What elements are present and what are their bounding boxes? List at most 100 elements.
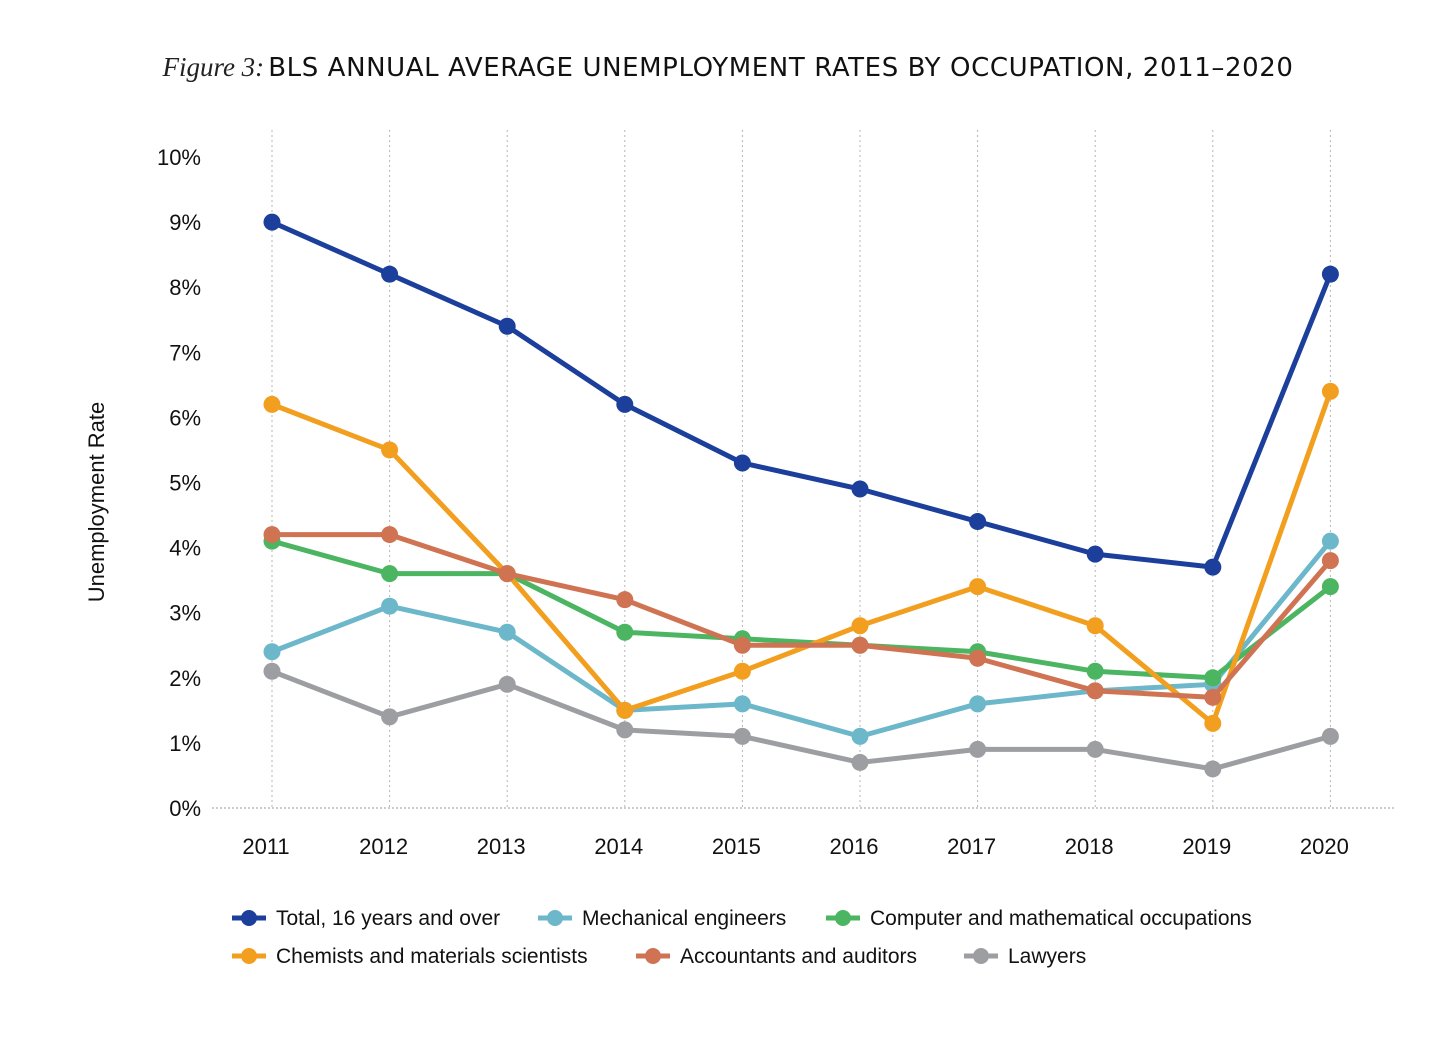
data-point — [1086, 545, 1104, 563]
data-point — [733, 727, 751, 745]
data-point — [1086, 617, 1104, 635]
y-axis-label: Unemployment Rate — [84, 402, 109, 603]
legend-label: Lawyers — [1008, 945, 1086, 968]
data-point — [1204, 688, 1222, 706]
data-point — [381, 565, 399, 583]
series-line — [269, 538, 1333, 739]
x-tick-label: 2017 — [947, 834, 996, 859]
data-point — [969, 578, 987, 596]
x-tick-label: 2012 — [359, 834, 408, 859]
data-point — [263, 395, 281, 413]
data-point — [1321, 532, 1339, 550]
series-line — [269, 668, 1333, 772]
data-point — [969, 649, 987, 667]
series-lawyers — [263, 662, 1339, 778]
y-axis-ticks: 0% 1% 2% 3% 4% 5% 6% 7% 8% 9% 10% — [157, 145, 201, 821]
data-point — [498, 623, 516, 641]
data-point — [851, 753, 869, 771]
data-point — [616, 701, 634, 719]
data-point — [851, 480, 869, 498]
y-tick-label: 0% — [169, 796, 201, 821]
legend-swatch-marker — [973, 948, 989, 964]
y-tick-label: 5% — [169, 471, 201, 496]
figure-title: Figure 3: BLS ANNUAL AVERAGE UNEMPLOYMEN… — [0, 52, 1456, 83]
y-tick-label: 9% — [169, 210, 201, 235]
legend: Total, 16 years and over Mechanical engin… — [232, 907, 1252, 968]
data-point — [851, 636, 869, 654]
legend-item: Mechanical engineers — [538, 907, 786, 930]
data-point — [1321, 578, 1339, 596]
legend-swatch-marker — [835, 910, 851, 926]
data-point — [1086, 740, 1104, 758]
data-point — [1086, 682, 1104, 700]
data-point — [381, 597, 399, 615]
y-tick-label: 10% — [157, 145, 201, 170]
data-point — [616, 591, 634, 609]
legend-label: Chemists and materials scientists — [276, 945, 588, 968]
data-point — [1204, 714, 1222, 732]
data-point — [1086, 662, 1104, 680]
data-point — [733, 454, 751, 472]
data-point — [263, 643, 281, 661]
data-point — [263, 213, 281, 231]
y-tick-label: 2% — [169, 666, 201, 691]
legend-label: Total, 16 years and over — [276, 907, 500, 930]
legend-swatch-marker — [547, 910, 563, 926]
data-point — [381, 526, 399, 544]
x-tick-label: 2019 — [1182, 834, 1231, 859]
data-point — [1321, 382, 1339, 400]
legend-item: Lawyers — [964, 945, 1086, 968]
series-total-16-years-and-over — [263, 213, 1339, 576]
data-point — [616, 623, 634, 641]
legend-item: Computer and mathematical occupations — [826, 907, 1252, 930]
data-point — [733, 695, 751, 713]
legend-label: Accountants and auditors — [680, 945, 917, 968]
x-tick-label: 2018 — [1065, 834, 1114, 859]
y-tick-label: 6% — [169, 405, 201, 430]
data-point — [1321, 727, 1339, 745]
legend-label: Computer and mathematical occupations — [870, 907, 1252, 930]
data-point — [1204, 669, 1222, 687]
data-point — [381, 265, 399, 283]
y-tick-label: 4% — [169, 536, 201, 561]
x-tick-label: 2013 — [477, 834, 526, 859]
data-point — [1204, 558, 1222, 576]
legend-item: Total, 16 years and over — [232, 907, 500, 930]
legend-label: Mechanical engineers — [582, 907, 786, 930]
series-group — [263, 213, 1339, 778]
x-tick-label: 2020 — [1300, 834, 1349, 859]
data-point — [1321, 552, 1339, 570]
x-tick-label: 2011 — [242, 834, 289, 859]
x-tick-label: 2014 — [594, 834, 643, 859]
data-point — [1321, 265, 1339, 283]
series-line — [269, 219, 1333, 570]
data-point — [498, 317, 516, 335]
legend-swatch-marker — [241, 910, 257, 926]
legend-swatch-marker — [645, 948, 661, 964]
data-point — [263, 662, 281, 680]
x-tick-label: 2015 — [712, 834, 761, 859]
y-tick-label: 7% — [169, 340, 201, 365]
legend-item: Accountants and auditors — [636, 945, 917, 968]
data-point — [263, 526, 281, 544]
x-tick-label: 2016 — [830, 834, 879, 859]
series-chemists-and-materials-scientists — [263, 382, 1339, 732]
data-point — [498, 675, 516, 693]
data-point — [733, 662, 751, 680]
x-axis-ticks: 2011 2012 2013 2014 2015 2016 2017 2018 2019 2020 — [242, 834, 1349, 859]
data-point — [851, 617, 869, 635]
data-point — [381, 441, 399, 459]
legend-swatch-marker — [241, 948, 257, 964]
data-point — [969, 740, 987, 758]
y-tick-label: 8% — [169, 275, 201, 300]
series-line — [269, 532, 1333, 700]
legend-item: Chemists and materials scientists — [232, 945, 588, 968]
y-tick-label: 3% — [169, 601, 201, 626]
data-point — [498, 565, 516, 583]
data-point — [969, 695, 987, 713]
data-point — [616, 395, 634, 413]
data-point — [969, 513, 987, 531]
data-point — [1204, 760, 1222, 778]
data-point — [381, 708, 399, 726]
